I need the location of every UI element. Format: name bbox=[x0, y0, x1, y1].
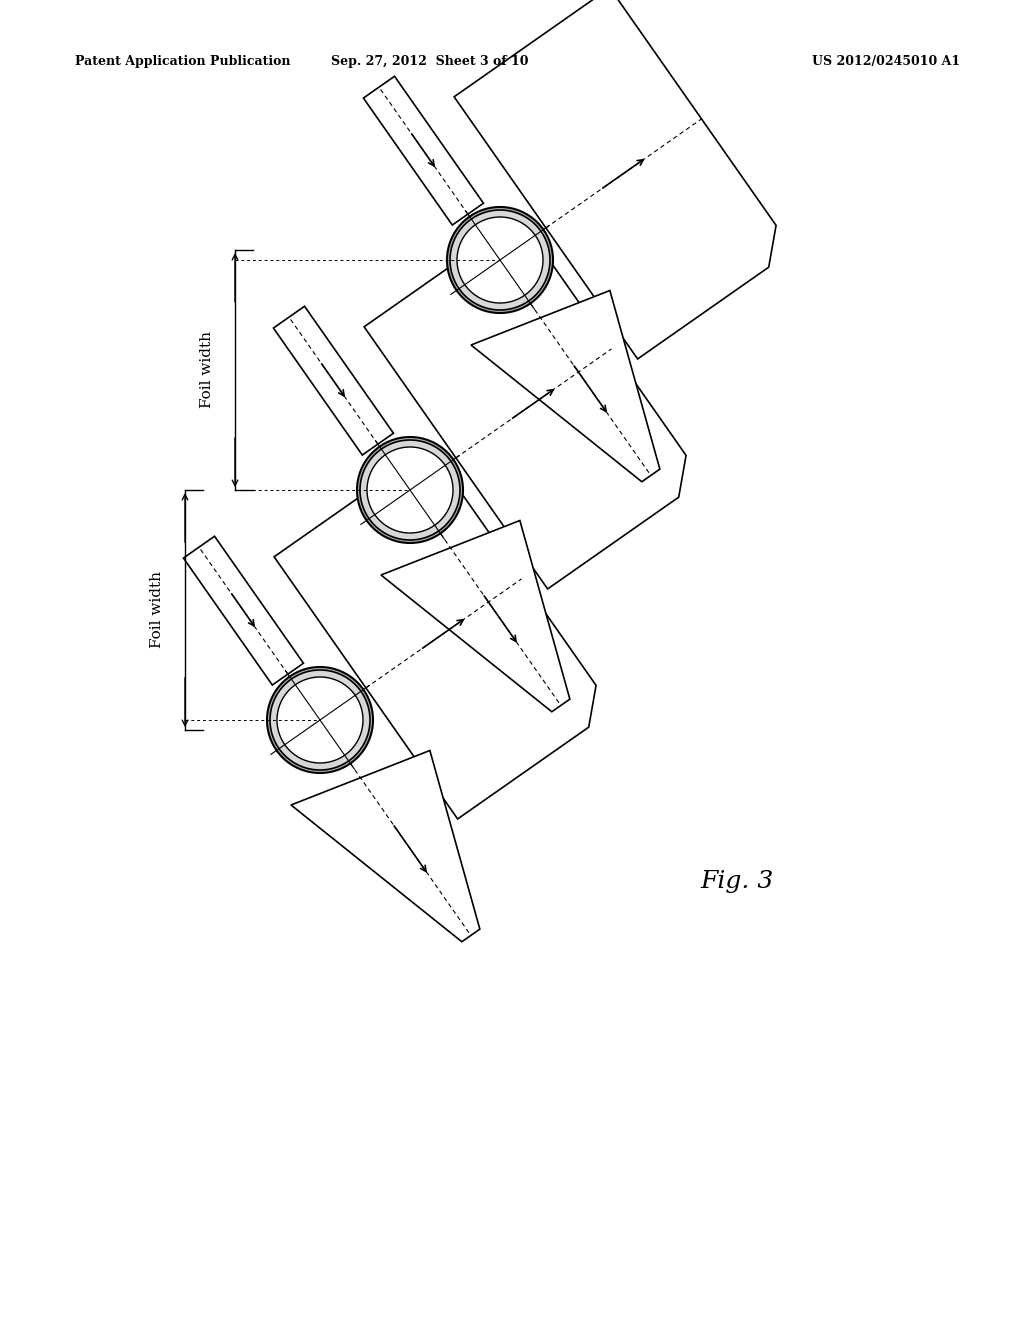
Polygon shape bbox=[381, 520, 570, 711]
Circle shape bbox=[450, 210, 550, 310]
Text: Sep. 27, 2012  Sheet 3 of 10: Sep. 27, 2012 Sheet 3 of 10 bbox=[331, 55, 528, 69]
Circle shape bbox=[267, 667, 373, 774]
Text: Foil width: Foil width bbox=[200, 331, 214, 408]
Polygon shape bbox=[183, 536, 303, 685]
Circle shape bbox=[270, 671, 370, 770]
Polygon shape bbox=[364, 77, 483, 224]
Circle shape bbox=[367, 447, 453, 533]
Polygon shape bbox=[454, 0, 776, 359]
Circle shape bbox=[447, 207, 553, 313]
Polygon shape bbox=[365, 218, 686, 589]
Circle shape bbox=[357, 437, 463, 543]
Polygon shape bbox=[274, 447, 596, 818]
Text: Fig. 3: Fig. 3 bbox=[700, 870, 773, 894]
Circle shape bbox=[457, 216, 543, 304]
Circle shape bbox=[278, 677, 362, 763]
Text: Foil width: Foil width bbox=[150, 572, 164, 648]
Polygon shape bbox=[273, 306, 393, 455]
Polygon shape bbox=[471, 290, 659, 482]
Circle shape bbox=[360, 440, 460, 540]
Text: US 2012/0245010 A1: US 2012/0245010 A1 bbox=[812, 55, 961, 69]
Text: Patent Application Publication: Patent Application Publication bbox=[75, 55, 291, 69]
Polygon shape bbox=[291, 751, 480, 941]
